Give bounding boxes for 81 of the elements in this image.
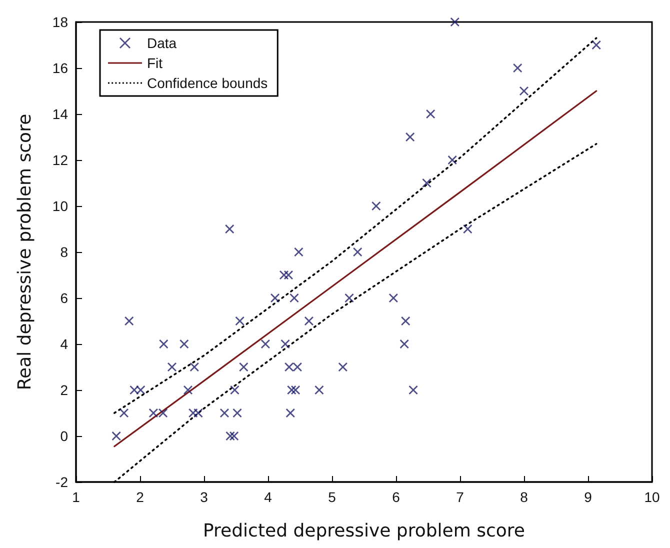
legend-label: Confidence bounds <box>147 75 268 91</box>
point <box>462 224 472 234</box>
point <box>294 247 304 257</box>
point <box>448 155 458 165</box>
y-tick-label: 4 <box>60 336 68 352</box>
point <box>400 339 410 349</box>
point <box>229 431 239 441</box>
point <box>270 293 280 303</box>
x-tick-label: 10 <box>644 489 660 505</box>
y-tick-label: 0 <box>60 428 68 444</box>
point <box>224 224 234 234</box>
x-tick-label: 4 <box>264 489 272 505</box>
x-tick-label: 1 <box>72 489 80 505</box>
point <box>232 408 242 418</box>
x-tick-label: 8 <box>520 489 528 505</box>
point <box>260 339 270 349</box>
point <box>352 247 362 257</box>
y-tick-label: 2 <box>60 382 68 398</box>
point <box>338 362 348 372</box>
point <box>112 431 122 441</box>
point <box>426 109 436 119</box>
point <box>304 316 314 326</box>
point <box>220 408 230 418</box>
point <box>519 86 529 96</box>
point <box>450 17 460 27</box>
y-tick-label: 8 <box>60 244 68 260</box>
line-series <box>114 90 598 448</box>
point <box>188 408 198 418</box>
y-axis-title: Real depressive problem score <box>14 114 36 390</box>
point <box>167 362 177 372</box>
point <box>371 201 381 211</box>
point <box>400 316 410 326</box>
point <box>226 431 235 441</box>
x-tick-label: 9 <box>584 489 592 505</box>
y-tick-label: 10 <box>52 198 68 214</box>
point <box>124 316 134 326</box>
y-tick-label: 12 <box>52 152 68 168</box>
point <box>290 293 299 303</box>
point <box>388 293 398 303</box>
point <box>292 362 302 372</box>
y-tick-label: -2 <box>56 474 68 490</box>
point <box>314 385 324 395</box>
point <box>230 385 240 395</box>
y-tick-label: 14 <box>52 106 68 122</box>
point <box>194 408 203 418</box>
point <box>290 385 300 395</box>
point <box>238 362 248 372</box>
point <box>284 270 294 280</box>
point <box>286 408 296 418</box>
point <box>280 339 290 349</box>
point <box>148 408 158 418</box>
legend-label: Data <box>147 35 177 51</box>
legend-label: Fit <box>147 55 163 71</box>
x-tick-label: 7 <box>456 489 464 505</box>
x-tick-label: 3 <box>200 489 208 505</box>
y-tick-label: 16 <box>52 60 68 76</box>
point <box>422 178 432 188</box>
point <box>136 385 146 395</box>
point <box>284 362 294 372</box>
point <box>119 408 129 418</box>
x-tick-label: 5 <box>328 489 336 505</box>
point <box>183 385 193 395</box>
x-tick-label: 6 <box>392 489 400 505</box>
point <box>344 293 354 303</box>
point <box>408 385 418 395</box>
point <box>190 362 200 372</box>
point <box>405 132 415 142</box>
point <box>279 270 289 280</box>
line-series <box>114 37 598 414</box>
x-tick-label: 2 <box>136 489 144 505</box>
y-tick-label: 18 <box>52 14 68 30</box>
point <box>235 316 245 326</box>
point <box>512 63 522 73</box>
point <box>158 339 168 349</box>
point <box>130 385 139 395</box>
point <box>179 339 189 349</box>
point <box>286 385 296 395</box>
point <box>592 40 602 50</box>
x-axis-title: Predicted depressive problem score <box>203 520 525 542</box>
point <box>158 408 168 418</box>
y-tick-label: 6 <box>60 290 68 306</box>
